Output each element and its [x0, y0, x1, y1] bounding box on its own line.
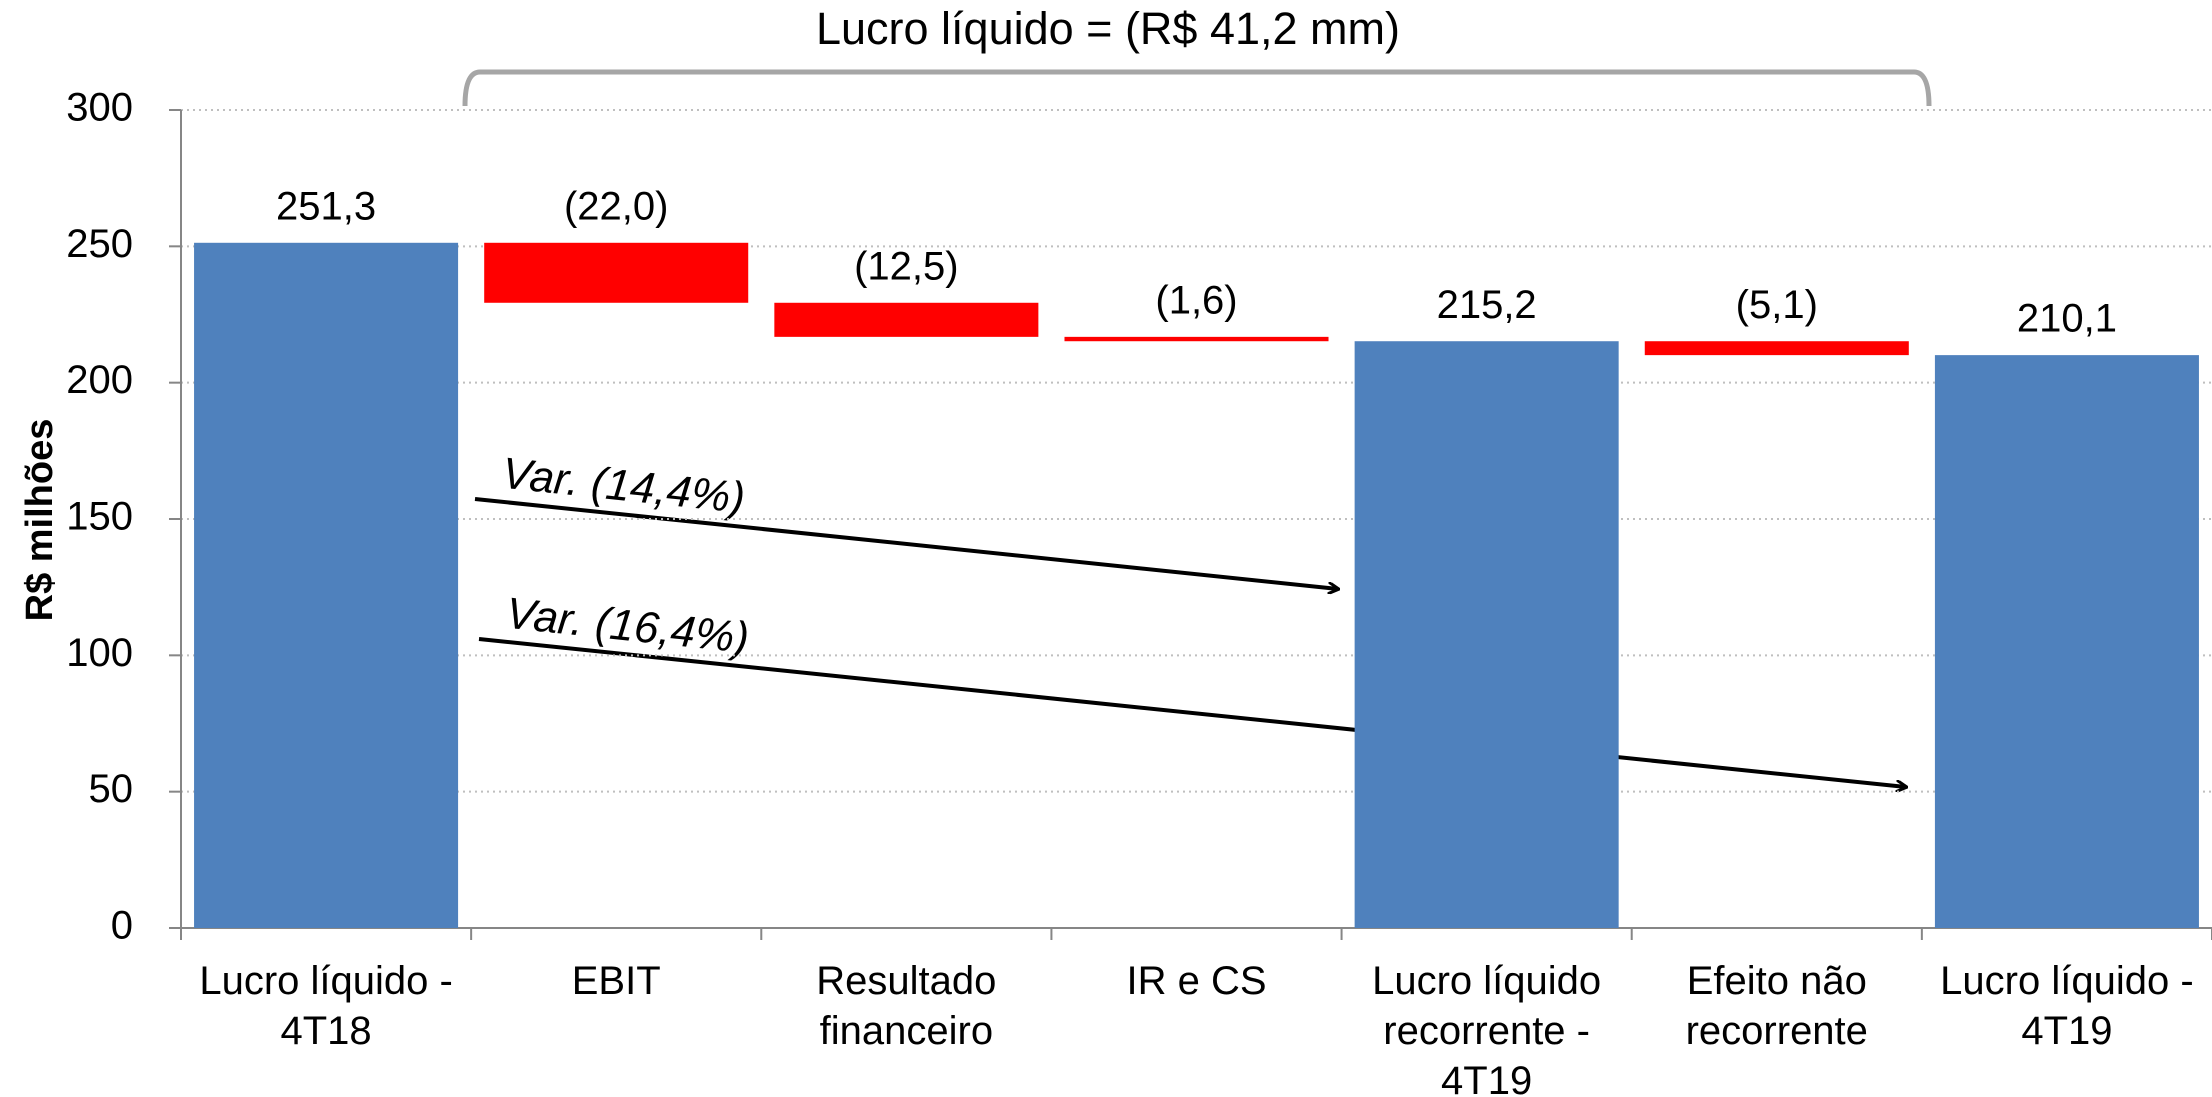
bar: [774, 302, 1039, 337]
y-axis-label: R$ milhões: [19, 419, 61, 622]
bar: [484, 242, 749, 303]
y-tick-label: 50: [89, 767, 134, 811]
value-label: 215,2: [1437, 283, 1537, 327]
bracket: [462, 69, 1932, 107]
x-tick-label: Resultado financeiro: [816, 959, 997, 1053]
value-label: 251,3: [276, 184, 376, 228]
y-tick-label: 150: [66, 495, 133, 539]
bar: [1934, 355, 2199, 928]
value-label: (5,1): [1736, 283, 1818, 327]
chart-title: Lucro líquido = (R$ 41,2 mm): [816, 3, 1400, 54]
x-tick-label: Lucro líquido recorrente - 4T19: [1372, 959, 1602, 1097]
y-tick-label: 200: [66, 358, 133, 402]
x-tick-label: Efeito não recorrente: [1685, 959, 1868, 1053]
y-tick-label: 300: [66, 86, 133, 130]
value-label: (1,6): [1155, 278, 1237, 322]
y-tick-label: 0: [111, 904, 133, 948]
bar: [1064, 336, 1329, 342]
annotation: Var. (14,4%): [500, 449, 748, 523]
y-tick-label: 100: [66, 631, 133, 675]
x-tick-label: Lucro líquido - 4T19: [1940, 959, 2194, 1053]
x-tick-label: Lucro líquido - 4T18: [199, 959, 453, 1053]
bar: [1354, 341, 1619, 929]
x-tick-label: IR e CS: [1126, 959, 1267, 1003]
y-tick-label: 250: [66, 222, 133, 266]
arrow: [474, 497, 1338, 589]
bar: [194, 242, 459, 928]
value-label: (12,5): [854, 244, 959, 288]
value-label: (22,0): [564, 184, 669, 228]
x-tick-label: EBIT: [571, 959, 661, 1003]
annotation: Var. (16,4%): [504, 589, 752, 663]
arrow: [478, 637, 1906, 787]
bar: [1644, 341, 1909, 356]
value-label: 210,1: [2017, 297, 2117, 341]
